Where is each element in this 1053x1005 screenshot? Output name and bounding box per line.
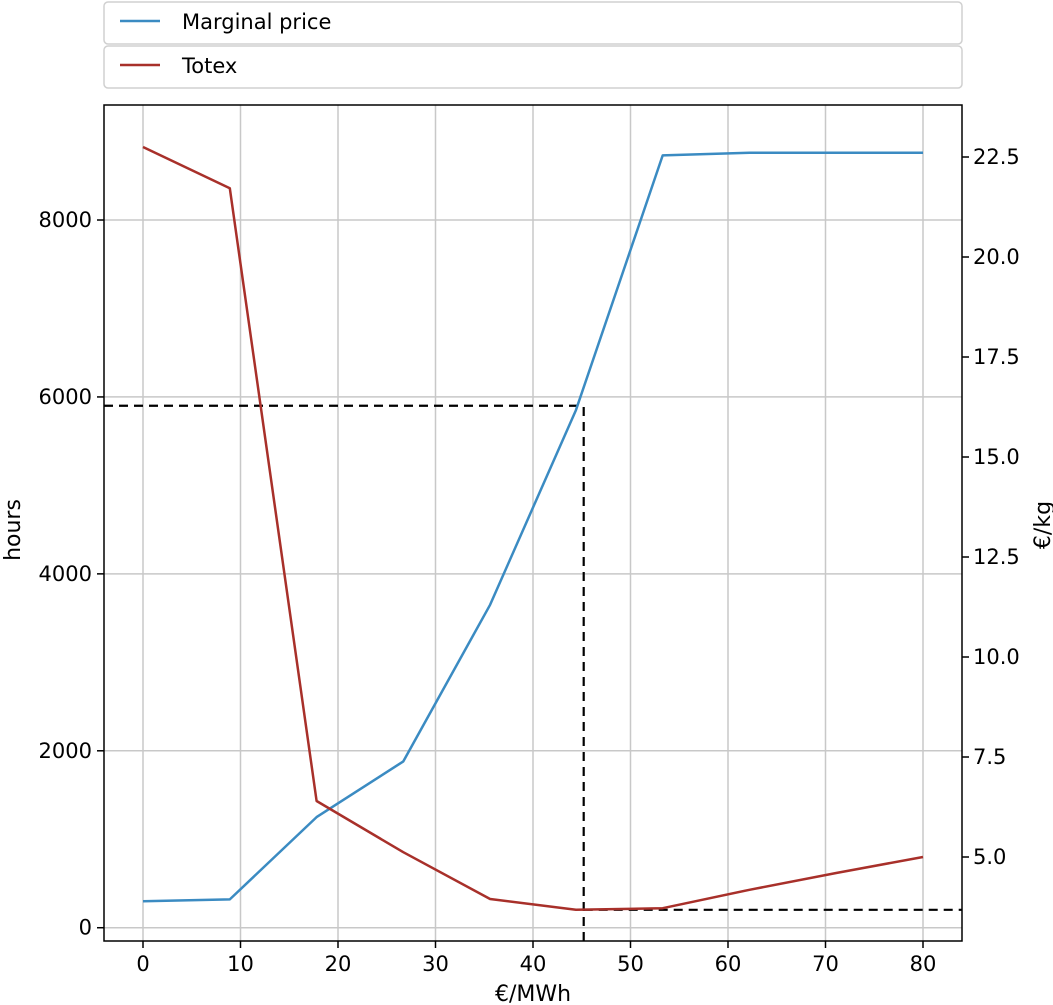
x-axis: 0 10 20 30 40 50 60 70 80	[136, 941, 936, 976]
x-tick-label: 30	[422, 952, 449, 976]
y2-tick-label: 7.5	[973, 745, 1006, 769]
annotations	[104, 404, 962, 941]
legend: Marginal price Totex	[103, 1, 963, 89]
y-tick-label: 8000	[39, 208, 92, 232]
x-tick-label: 60	[715, 952, 742, 976]
grid	[104, 105, 962, 941]
y2-tick-label: 12.5	[973, 545, 1020, 569]
x-tick-label: 20	[325, 952, 352, 976]
legend-box-totex	[103, 45, 963, 89]
y2-tick-label: 17.5	[973, 345, 1020, 369]
y-axis-title: hours	[1, 499, 26, 561]
y2-tick-label: 5.0	[973, 845, 1006, 869]
x-tick-label: 80	[910, 952, 937, 976]
y-tick-label: 6000	[39, 385, 92, 409]
y2-axis-title: €/kg	[1031, 501, 1053, 549]
y2-tick-label: 22.5	[973, 145, 1020, 169]
legend-label-marginal-price: Marginal price	[182, 10, 331, 34]
y-tick-label: 2000	[39, 739, 92, 763]
x-tick-label: 10	[227, 952, 254, 976]
x-tick-label: 50	[617, 952, 644, 976]
y-tick-label: 0	[79, 916, 92, 940]
x-tick-label: 70	[812, 952, 839, 976]
legend-box-marginal-price	[103, 1, 963, 45]
series-line-totex	[142, 145, 924, 912]
y2-tick-label: 20.0	[973, 245, 1020, 269]
x-axis-title: €/MWh	[495, 982, 571, 1005]
y-axis-right: 5.0 7.5 10.0 12.5 15.0 17.5 20.0 22.5	[962, 145, 1020, 869]
series-lines	[142, 145, 924, 912]
x-tick-label: 40	[520, 952, 547, 976]
y2-tick-label: 10.0	[973, 645, 1020, 669]
legend-label-totex: Totex	[181, 54, 237, 78]
y2-tick-label: 15.0	[973, 445, 1020, 469]
x-tick-label: 0	[136, 952, 149, 976]
y-axis-left: 0 2000 4000 6000 8000	[39, 208, 104, 940]
y-tick-label: 4000	[39, 562, 92, 586]
series-line-marginal-price	[142, 151, 923, 903]
